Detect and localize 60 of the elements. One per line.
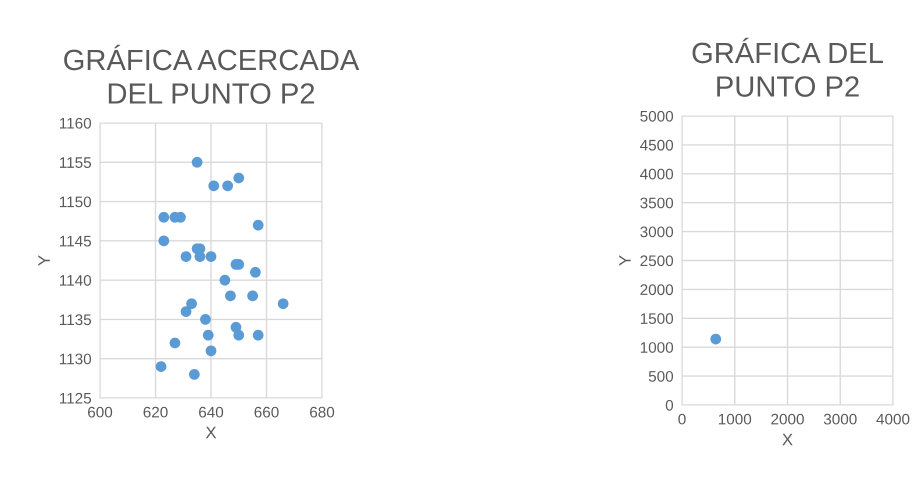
x-tick-label: 660 [254, 406, 279, 418]
point [200, 314, 211, 325]
point [222, 180, 234, 192]
x-tick-label: 600 [88, 406, 112, 418]
point [278, 298, 289, 310]
y-tick-label: 1130 [60, 354, 92, 364]
y-tick-label: 2500 [640, 255, 674, 266]
y-tick-label: 4000 [640, 168, 674, 180]
x-tick-label: 3000 [824, 414, 857, 425]
y-tick-label: 1000 [640, 342, 674, 353]
point [202, 330, 214, 341]
point [158, 235, 170, 246]
y-tick-label: 2000 [640, 284, 674, 296]
point [233, 172, 244, 184]
y-tick-label: 5000 [640, 110, 674, 122]
point [180, 306, 192, 317]
y-tick-label: 1500 [640, 313, 674, 324]
y-tick-label: 1145 [60, 236, 92, 247]
point [206, 345, 216, 356]
point [233, 330, 244, 341]
point [219, 274, 230, 286]
point [188, 369, 200, 380]
point [156, 361, 166, 372]
x-tick-label: 2000 [771, 414, 804, 425]
y-tick-label: 1150 [60, 196, 92, 208]
point [250, 266, 261, 278]
y-axis-title: Y [38, 255, 50, 266]
point [158, 212, 170, 223]
x-tick-label: 680 [310, 406, 334, 418]
point [170, 338, 180, 348]
point [225, 290, 236, 302]
x-tick-label: 640 [199, 406, 224, 418]
x-tick-label: 620 [144, 406, 168, 418]
x-tick-label: 0 [678, 414, 686, 425]
chart-title: GRÁFICA ACERCADA DEL PUNTO P2 [64, 44, 360, 104]
x-tick-label: 4000 [876, 414, 910, 425]
chart-title: GRÁFICA DEL PUNTO P2 [692, 38, 883, 97]
y-tick-label: 3000 [640, 226, 674, 238]
y-tick-label: 1125 [60, 392, 92, 404]
point [252, 220, 264, 231]
y-tick-label: 1135 [60, 314, 92, 326]
point [192, 156, 203, 168]
y-tick-label: 1160 [60, 118, 92, 129]
y-tick-label: 3500 [640, 198, 674, 208]
x-tick-label: 1000 [718, 414, 752, 425]
point [180, 251, 192, 262]
x-axis-title: X [782, 434, 793, 446]
y-tick-label: 1155 [60, 157, 92, 168]
y-tick-label: 4500 [640, 140, 674, 151]
y-tick-label: 1140 [60, 275, 92, 286]
point [186, 298, 197, 310]
point [206, 251, 216, 262]
point [194, 251, 206, 262]
y-tick-label: 0 [666, 400, 674, 411]
y-tick-label: 500 [648, 370, 674, 382]
point [252, 330, 264, 341]
x-axis-title: X [206, 426, 216, 438]
point [247, 290, 258, 302]
y-axis-title: Y [619, 255, 631, 266]
point [208, 180, 220, 192]
